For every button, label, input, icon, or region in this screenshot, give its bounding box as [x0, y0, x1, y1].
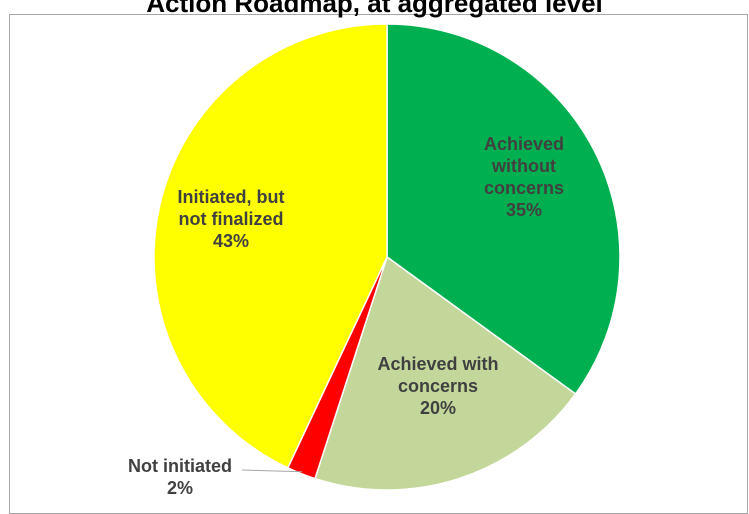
- leader-lines: [241, 469, 303, 473]
- slice-label-not-initiated: Not initiated 2%: [128, 456, 232, 496]
- pie-slices: [153, 23, 621, 491]
- leader-line-not-initiated: [241, 469, 303, 473]
- pie-chart: Achieved without concerns 35% Achieved with c…: [128, 23, 621, 496]
- slice-label-achieved-with-concerns: Achieved with concerns 20%: [377, 354, 498, 418]
- chart-title: Action Roadmap, at aggregated level: [146, 0, 603, 18]
- slice-label-initiated-not-finalized: Initiated, but not finalized 43%: [178, 187, 285, 251]
- pie-slice-initiated-not-finalized: [153, 23, 388, 469]
- slice-label-achieved-without-concerns: Achieved without concerns 35%: [484, 134, 564, 220]
- slice-labels: Achieved without concerns 35% Achieved with c…: [128, 134, 564, 496]
- pie-slice-achieved-with-concerns: [314, 255, 577, 491]
- pie-slice-achieved-without-concerns: [386, 23, 621, 395]
